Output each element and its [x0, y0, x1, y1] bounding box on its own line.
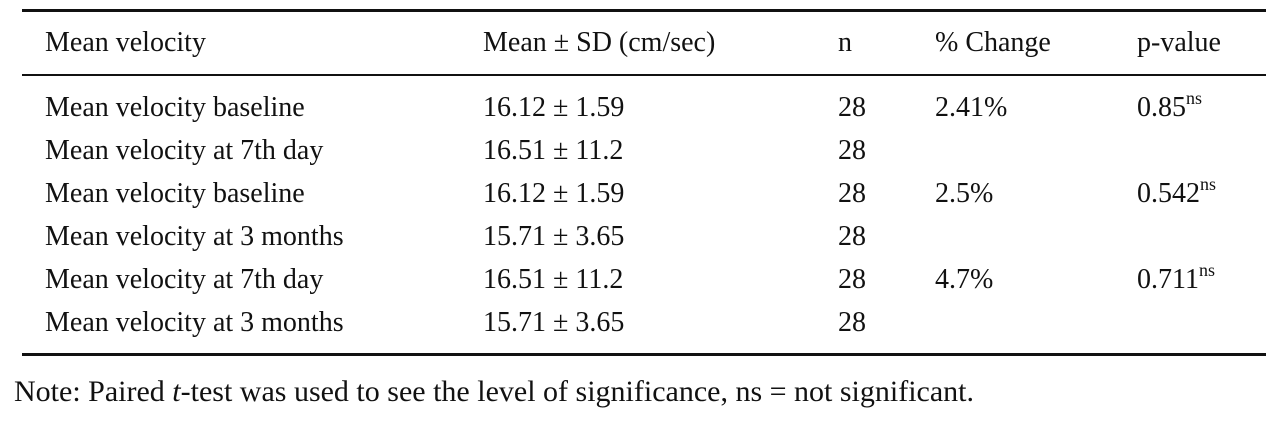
significance-mark: ns	[1198, 260, 1215, 280]
table-cell: 16.12 ± 1.59	[483, 178, 625, 209]
header-cell: Mean ± SD (cm/sec)	[483, 27, 716, 58]
header-cell: % Change	[935, 27, 1051, 58]
significance-mark: ns	[1200, 174, 1217, 194]
note-text: Note: Paired	[14, 375, 173, 408]
header-cell: p-value	[1137, 27, 1221, 58]
header-cell: Mean velocity	[45, 27, 206, 58]
table-cell: 28	[838, 264, 866, 295]
header-rule	[22, 74, 1266, 76]
table-cell: Mean velocity at 7th day	[45, 264, 324, 295]
table-cell: Mean velocity at 3 months	[45, 221, 344, 252]
table-cell: 0.711ns	[1137, 260, 1215, 295]
table-cell: 28	[838, 221, 866, 252]
significance-mark: ns	[1186, 88, 1203, 108]
table-cell: 15.71 ± 3.65	[483, 307, 625, 338]
table-cell: 28	[838, 92, 866, 123]
table-cell: Mean velocity at 7th day	[45, 135, 324, 166]
table-cell: 0.542ns	[1137, 174, 1217, 209]
table-cell: Mean velocity baseline	[45, 178, 305, 209]
table-cell: 16.12 ± 1.59	[483, 92, 625, 123]
table-cell: 2.41%	[935, 92, 1008, 123]
note-italic: t	[172, 375, 181, 408]
note-text: -test was used to see the level of signi…	[180, 375, 975, 408]
top-rule	[22, 9, 1266, 12]
table-cell: 28	[838, 307, 866, 338]
header-cell: n	[838, 27, 852, 58]
table-cell: 28	[838, 178, 866, 209]
table-cell: 2.5%	[935, 178, 994, 209]
table-cell: Mean velocity baseline	[45, 92, 305, 123]
table-cell: 28	[838, 135, 866, 166]
table-cell: 0.85ns	[1137, 88, 1203, 123]
table-cell: 15.71 ± 3.65	[483, 221, 625, 252]
table-cell: 16.51 ± 11.2	[483, 135, 624, 166]
table-cell: 4.7%	[935, 264, 994, 295]
table-cell: Mean velocity at 3 months	[45, 307, 344, 338]
bottom-rule	[22, 353, 1266, 356]
note: Note: Paired t-test was used to see the …	[14, 374, 974, 410]
table-cell: 16.51 ± 11.2	[483, 264, 624, 295]
